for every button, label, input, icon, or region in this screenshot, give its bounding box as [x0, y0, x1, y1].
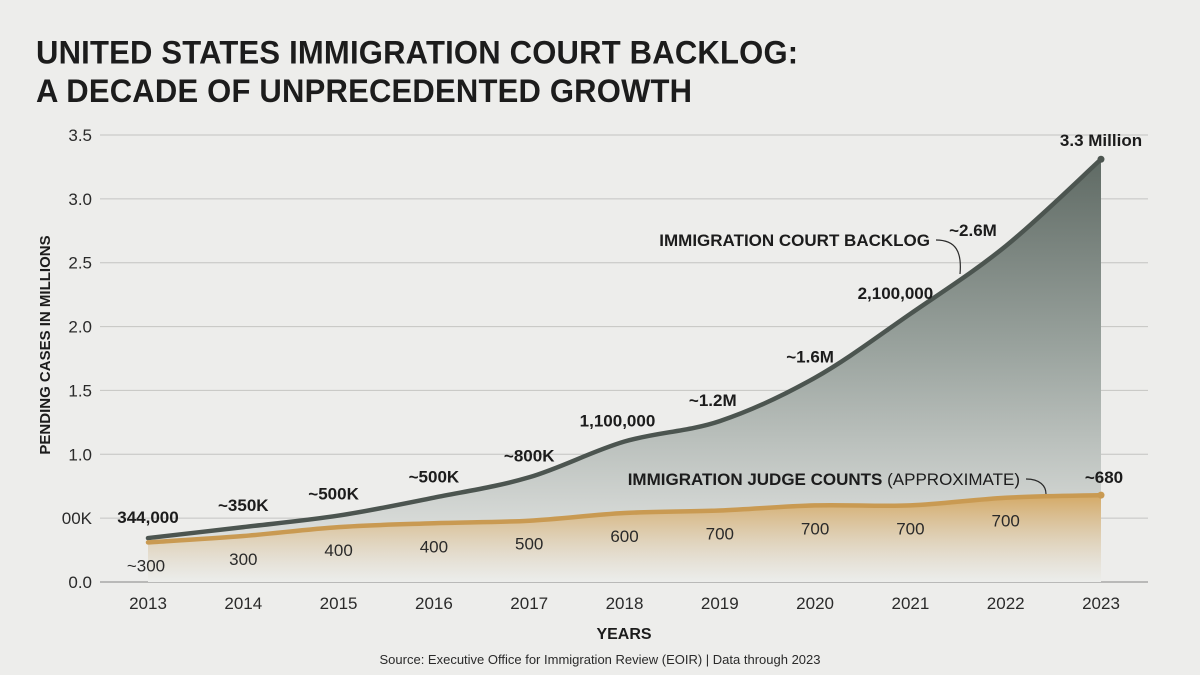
source-note: Source: Executive Office for Immigration… [379, 652, 821, 667]
x-tick-label: 2017 [510, 594, 548, 613]
x-tick-label: 2018 [606, 594, 644, 613]
y-tick-label: 3.0 [68, 190, 92, 209]
x-tick-label: 2021 [891, 594, 929, 613]
x-tick-label: 2019 [701, 594, 739, 613]
judge-area [148, 495, 1101, 582]
judge-data-label: 300 [229, 550, 257, 569]
backlog-point [1097, 155, 1105, 163]
judge-data-label: 700 [706, 524, 734, 543]
y-tick-label: 1.0 [68, 445, 92, 464]
backlog-data-label: ~2.6M [949, 221, 997, 240]
judge-data-label: 700 [896, 519, 924, 538]
backlog-data-label: 3.3 Million [1060, 131, 1142, 150]
chart-title: UNITED STATES IMMIGRATION COURT BACKLOG:… [36, 34, 798, 110]
x-tick-label: 2023 [1082, 594, 1120, 613]
judge-series-name: IMMIGRATION JUDGE COUNTS [628, 470, 887, 489]
backlog-data-label: ~1.6M [786, 348, 834, 367]
backlog-data-label: ~500K [409, 468, 460, 487]
backlog-data-label: ~350K [218, 496, 269, 515]
judge-series-suffix: (APPROXIMATE) [887, 470, 1020, 489]
judge-data-label: 500 [515, 535, 543, 554]
backlog-leader-line [935, 239, 961, 275]
backlog-data-label: 344,000 [117, 508, 178, 527]
judge-series-label: IMMIGRATION JUDGE COUNTS (APPROXIMATE) [628, 470, 1020, 489]
backlog-series-label: IMMIGRATION COURT BACKLOG [659, 231, 930, 250]
judge-data-label: 700 [992, 512, 1020, 531]
title-line-2: A DECADE OF UNPRECEDENTED GROWTH [36, 72, 693, 110]
title-line-1: UNITED STATES IMMIGRATION COURT BACKLOG: [36, 34, 799, 72]
y-tick-label: 2.0 [68, 318, 92, 337]
judge-point [1097, 491, 1105, 499]
y-tick-label: 00K [62, 509, 93, 528]
x-tick-label: 2016 [415, 594, 453, 613]
series-areas [148, 159, 1101, 582]
y-axis-ticks: 0.0 00K 1.0 1.5 2.0 2.5 3.0 3.5 [62, 126, 93, 592]
x-tick-label: 2014 [224, 594, 262, 613]
y-tick-label: 0.0 [68, 573, 92, 592]
backlog-data-label: 1,100,000 [580, 412, 656, 431]
judge-data-label: 700 [801, 519, 829, 538]
data-labels: 344,000 ~350K ~500K ~500K ~800K 1,100,000 ~1.2… [117, 131, 1142, 575]
x-tick-label: 2022 [987, 594, 1025, 613]
y-tick-label: 2.5 [68, 254, 92, 273]
judge-data-label: 400 [420, 537, 448, 556]
y-tick-label: 3.5 [68, 126, 92, 145]
x-tick-label: 2015 [320, 594, 358, 613]
backlog-data-label: ~500K [308, 485, 359, 504]
judge-data-label: ~300 [127, 556, 165, 575]
judge-data-label: ~680 [1085, 468, 1123, 487]
judge-data-label: 400 [324, 541, 352, 560]
annotations: IMMIGRATION COURT BACKLOG IMMIGRATION JUD… [628, 231, 1047, 495]
x-axis-label: YEARS [596, 626, 651, 643]
x-axis: 2013 2014 2015 2016 2017 2018 2019 2020 2021 2022… [129, 594, 1120, 613]
judge-line [145, 492, 1104, 545]
backlog-area [148, 159, 1101, 582]
series-lines [145, 155, 1105, 545]
backlog-data-label: ~1.2M [689, 391, 737, 410]
judge-data-label: 600 [610, 527, 638, 546]
backlog-data-label: ~800K [504, 446, 555, 465]
y-tick-label: 1.5 [68, 381, 92, 400]
y-axis-label: PENDING CASES IN MILLIONS [37, 235, 54, 454]
backlog-data-label: 2,100,000 [858, 284, 934, 303]
x-tick-label: 2013 [129, 594, 167, 613]
judge-leader-line [1025, 478, 1047, 495]
backlog-line [145, 157, 1104, 541]
x-tick-label: 2020 [796, 594, 834, 613]
